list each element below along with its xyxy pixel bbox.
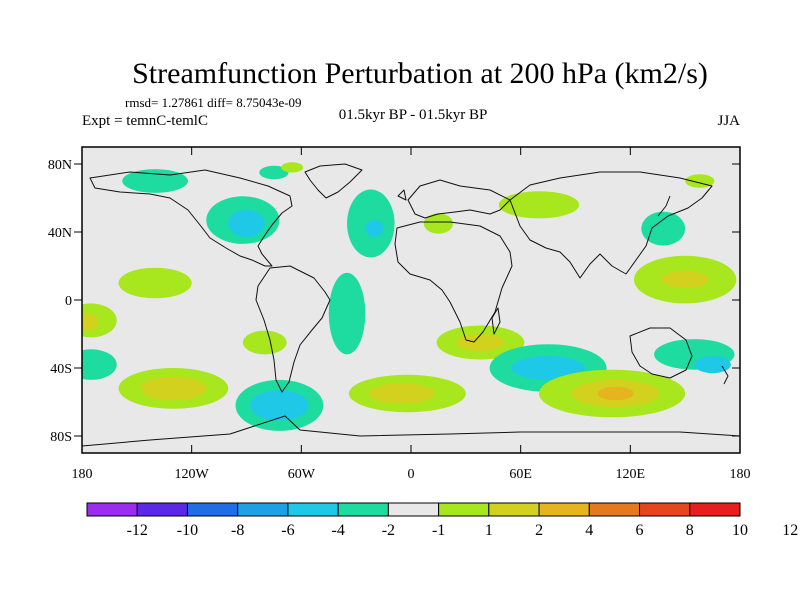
colorbar-label: 12	[782, 522, 798, 539]
colorbar-box	[588, 502, 641, 517]
anomaly-east-pacific-core	[82, 313, 99, 331]
x-tick-label: 120W	[175, 467, 210, 482]
colorbar-box	[689, 502, 741, 517]
y-tick-label: 80N	[48, 158, 72, 173]
y-tick-label: 80S	[50, 430, 72, 445]
australia-coast	[629, 327, 693, 379]
colorbar-box	[387, 502, 440, 517]
colorbar-label: 8	[686, 522, 694, 539]
colorbar-label: -10	[177, 522, 198, 539]
chart-title: Streamfunction Perturbation at 200 hPa (…	[132, 57, 708, 90]
colorbar-box	[287, 502, 339, 517]
colorbar-label: 1	[485, 522, 493, 539]
africa-coast	[394, 221, 513, 343]
colorbar-label: 6	[636, 522, 644, 539]
anomaly-australia-core	[694, 356, 731, 374]
new-zealand-coast	[721, 365, 729, 385]
colorbar-label: 10	[732, 522, 748, 539]
colorbar-box	[337, 502, 389, 517]
anomaly-europe-high	[423, 213, 454, 234]
anomaly-field	[82, 162, 737, 431]
colorbar-label: -4	[331, 522, 344, 539]
anomaly-arctic-low	[259, 165, 289, 180]
y-axis: 80N 40N 0 40S 80S	[48, 158, 740, 445]
x-axis: 180 120W 60W 0 60E 120E 180	[72, 147, 751, 482]
anomaly-south-america-low	[328, 272, 366, 355]
anomaly-north-america-core	[228, 209, 265, 238]
anomaly-atlantic-core	[365, 220, 384, 238]
antarctica-coast	[82, 415, 740, 447]
anomaly-chile-high	[242, 330, 287, 355]
colorbar-label: -1	[432, 522, 445, 539]
north-america-coast	[89, 169, 293, 267]
colorbar-box	[237, 502, 289, 517]
japan-coast	[657, 195, 671, 217]
x-tick-label: 180	[730, 467, 751, 482]
anomaly-indian-ocean-core	[511, 356, 585, 380]
anomaly-madagascar-core	[456, 334, 505, 351]
anomaly-south-pacific-low	[82, 349, 117, 380]
anomaly-greenland-high	[281, 162, 304, 173]
anomaly-southern-ocean-core	[597, 386, 634, 401]
colorbar-box	[438, 502, 490, 517]
y-tick-label: 40S	[50, 362, 72, 377]
colorbar: -12 -10 -8 -6 -4 -2 -1 1 2 4 6 8 10 12	[86, 502, 798, 539]
uk-coast	[397, 189, 407, 201]
x-tick-label: 180	[72, 467, 93, 482]
y-tick-label: 0	[65, 294, 72, 309]
x-tick-label: 120E	[616, 467, 646, 482]
asia-coast	[509, 171, 713, 279]
experiment-label: Expt = temnC-temlC	[82, 113, 208, 129]
anomaly-patagonia-core	[250, 390, 309, 421]
europe-coast	[407, 179, 511, 219]
coastlines	[82, 163, 740, 447]
greenland-coast	[304, 163, 363, 199]
stats-label: rmsd= 1.27861 diff= 8.75043e-09	[125, 95, 302, 110]
anomaly-south-atlantic-core	[368, 383, 435, 404]
colorbar-box	[136, 502, 188, 517]
x-tick-label: 0	[408, 467, 415, 482]
colorbar-label: -12	[127, 522, 148, 539]
colorbar-box	[86, 502, 138, 517]
madagascar-coast	[491, 307, 501, 335]
colorbar-box	[639, 502, 691, 517]
south-america-coast	[255, 265, 331, 393]
colorbar-box	[538, 502, 590, 517]
period-label: 01.5kyr BP - 01.5kyr BP	[339, 107, 488, 123]
anomaly-pacific-high-core	[661, 271, 709, 289]
season-label: JJA	[717, 113, 740, 129]
colorbar-label: 4	[585, 522, 593, 539]
anomaly-caribbean-high	[118, 267, 192, 299]
anomaly-south-pacific-high-core	[140, 376, 207, 401]
colorbar-label: -2	[382, 522, 395, 539]
colorbar-label: -8	[231, 522, 244, 539]
colorbar-label: 2	[535, 522, 543, 539]
anomaly-siberia-high	[498, 191, 580, 219]
anomaly-north-pacific-low	[122, 169, 189, 193]
anomaly-east-asia-low	[641, 211, 686, 246]
colorbar-label: -6	[281, 522, 294, 539]
colorbar-box	[488, 502, 540, 517]
x-tick-label: 60W	[288, 467, 316, 482]
colorbar-box	[186, 502, 239, 517]
y-tick-label: 40N	[48, 226, 72, 241]
x-tick-label: 60E	[509, 467, 532, 482]
